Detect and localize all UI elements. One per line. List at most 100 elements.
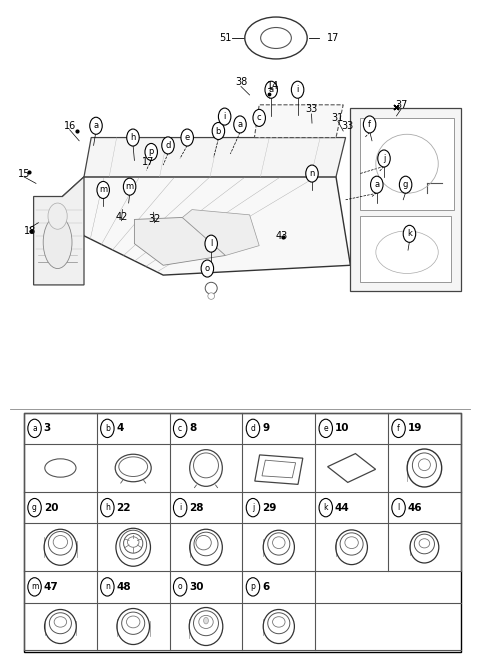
Polygon shape [360,216,451,282]
Circle shape [399,176,412,193]
Circle shape [403,225,416,242]
Text: a: a [269,85,274,94]
Polygon shape [350,108,461,291]
Text: f: f [397,424,400,433]
Circle shape [319,498,333,517]
Text: 20: 20 [44,502,58,513]
Text: a: a [374,180,379,189]
Text: 9: 9 [262,423,269,434]
Ellipse shape [261,28,291,48]
Text: a: a [94,121,98,130]
Text: d: d [165,141,171,150]
Circle shape [173,419,187,438]
Circle shape [218,108,231,125]
Text: 37: 37 [395,100,408,110]
Ellipse shape [43,216,72,269]
Text: 4: 4 [117,423,124,434]
Circle shape [246,419,260,438]
Text: 42: 42 [115,212,128,223]
Bar [24,413,461,652]
Text: i: i [179,503,181,512]
Text: 8: 8 [189,423,196,434]
Text: l: l [210,239,212,248]
Ellipse shape [205,282,217,294]
Text: j: j [252,503,254,512]
Text: g: g [32,503,37,512]
Text: b: b [105,424,110,433]
Text: 16: 16 [63,121,76,131]
Circle shape [392,498,405,517]
Polygon shape [134,217,226,265]
Text: e: e [324,424,328,433]
Circle shape [123,178,136,195]
Circle shape [319,419,333,438]
Text: h: h [130,133,136,142]
Polygon shape [84,138,346,177]
Text: 48: 48 [117,582,131,592]
Text: 47: 47 [44,582,59,592]
Circle shape [205,235,217,252]
Polygon shape [62,177,350,275]
Polygon shape [34,177,84,285]
Text: m: m [126,182,133,191]
Text: 3: 3 [44,423,51,434]
Ellipse shape [208,293,215,299]
Text: 38: 38 [235,77,247,87]
Circle shape [306,165,318,182]
Text: 31: 31 [332,113,344,123]
Circle shape [101,419,114,438]
Circle shape [291,81,304,98]
Text: o: o [205,264,210,273]
Text: 15: 15 [18,168,30,179]
Text: 33: 33 [305,104,318,115]
Text: c: c [178,424,182,433]
Circle shape [246,578,260,596]
Text: a: a [32,424,37,433]
Text: i: i [224,112,226,121]
Text: i: i [297,85,299,94]
Circle shape [173,498,187,517]
Text: 32: 32 [148,214,161,225]
Text: 18: 18 [24,226,36,236]
Circle shape [378,150,390,167]
Circle shape [28,498,41,517]
Circle shape [253,109,265,126]
Text: k: k [324,503,328,512]
Text: p: p [148,147,154,157]
Text: 6: 6 [262,582,269,592]
Text: l: l [397,503,400,512]
Circle shape [204,617,208,624]
Text: j: j [383,154,385,163]
Text: m: m [99,185,107,195]
Circle shape [265,81,277,98]
Circle shape [101,578,114,596]
Text: o: o [178,582,182,591]
Circle shape [97,181,109,198]
Circle shape [201,260,214,277]
Text: e: e [185,133,190,142]
Circle shape [173,578,187,596]
Text: h: h [105,503,110,512]
Text: 19: 19 [408,423,422,434]
Text: p: p [251,582,255,591]
Circle shape [90,117,102,134]
Circle shape [145,143,157,160]
Text: n: n [309,169,315,178]
Text: b: b [216,126,221,136]
Polygon shape [182,210,259,255]
Circle shape [212,122,225,140]
Text: 29: 29 [262,502,276,513]
Text: 51: 51 [219,33,231,43]
Text: 22: 22 [117,502,131,513]
Text: 33: 33 [341,121,354,131]
Circle shape [162,137,174,154]
Polygon shape [254,105,343,138]
Circle shape [127,129,139,146]
Text: 46: 46 [408,502,422,513]
Text: 10: 10 [335,423,349,434]
Text: c: c [257,113,262,122]
Polygon shape [360,118,454,210]
Circle shape [28,578,41,596]
Text: m: m [31,582,38,591]
Ellipse shape [48,203,67,229]
